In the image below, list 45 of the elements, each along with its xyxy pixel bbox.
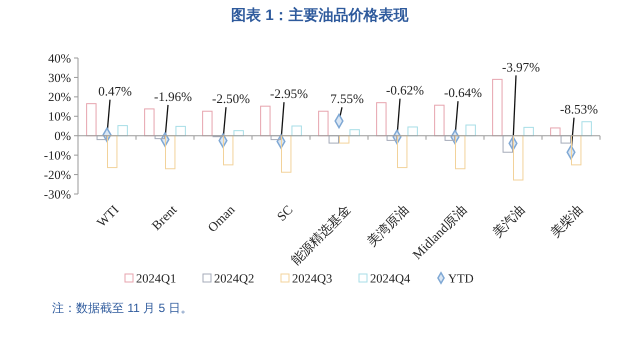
legend-label: 2024Q2	[214, 271, 254, 286]
chart-title: 图表 1：主要油品价格表现	[231, 6, 410, 24]
legend-label: YTD	[448, 271, 474, 286]
legend-label: 2024Q4	[370, 271, 412, 286]
y-tick-label: 40%	[48, 51, 71, 66]
data-label: -8.53%	[560, 102, 598, 117]
y-tick-label: 10%	[48, 110, 71, 124]
text: 注：数据截至 11 月 5 日。	[52, 301, 192, 315]
data-label: -0.64%	[444, 85, 482, 100]
x-tick-label: SC	[274, 202, 296, 224]
y-tick-label: 0%	[54, 129, 71, 144]
y-tick-label: -10%	[44, 148, 71, 163]
bar	[165, 135, 176, 170]
bar	[376, 102, 387, 136]
bar	[571, 135, 582, 166]
bar	[260, 106, 271, 136]
bar	[86, 103, 97, 136]
data-label: -0.62%	[386, 82, 424, 98]
x-tick-label: 美柴油	[547, 202, 586, 240]
legend-label: 2024Q1	[136, 271, 176, 286]
bar	[513, 135, 524, 181]
bar	[455, 135, 466, 170]
x-tick-label: 美汽油	[489, 202, 528, 240]
y-tick-label: -30%	[44, 187, 71, 202]
data-label: 0.47%	[98, 84, 132, 99]
bar	[107, 135, 118, 168]
legend-label: 2024Q3	[292, 271, 332, 286]
bar	[318, 110, 329, 136]
data-label: -2.95%	[270, 86, 308, 102]
bar	[397, 135, 408, 168]
bar	[492, 78, 503, 136]
y-tick-label: -20%	[44, 168, 71, 182]
bar	[202, 110, 213, 136]
bar	[223, 135, 234, 166]
bar	[144, 108, 155, 136]
data-label: -1.96%	[154, 88, 192, 104]
x-tick-label: WTI	[94, 202, 122, 230]
bar	[434, 104, 445, 136]
bar	[281, 135, 292, 173]
x-tick-label: 美湾原油	[364, 202, 412, 250]
data-label: -3.97%	[502, 59, 540, 74]
y-tick-label: 20%	[48, 90, 71, 104]
data-label: 7.55%	[330, 91, 364, 106]
data-label: -2.50%	[212, 91, 250, 106]
y-tick-label: 30%	[48, 70, 71, 85]
